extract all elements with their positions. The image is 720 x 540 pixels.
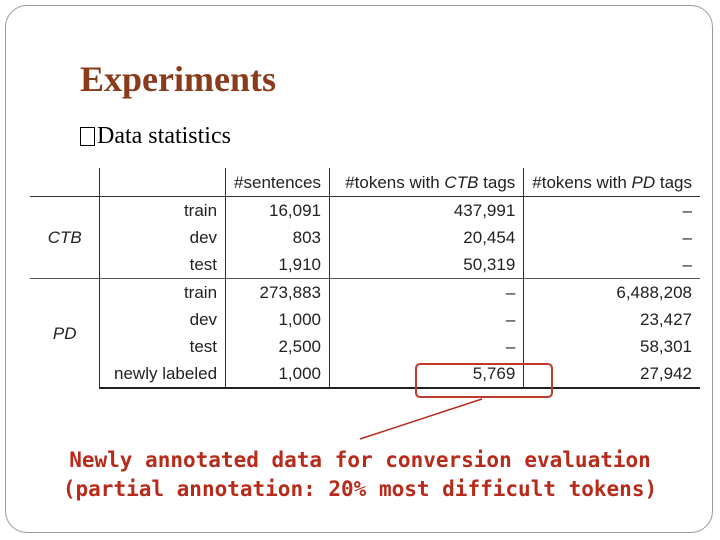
sentences-cell: 16,091 (225, 196, 330, 224)
pd-tokens-cell: 23,427 (523, 306, 700, 333)
slide-title: Experiments (80, 59, 276, 99)
ctb-tokens-cell: – (328, 306, 524, 333)
ctb-tokens-cell: 437,991 (328, 196, 524, 224)
ctb-tokens-cell: – (328, 278, 524, 306)
header-pd-suffix: tags (655, 172, 692, 192)
bullet-text: Data statistics (97, 123, 231, 149)
header-ctb-suffix: tags (478, 172, 516, 192)
bullet-box-icon (80, 126, 95, 146)
split-cell: dev (99, 306, 226, 333)
ctb-tokens-cell: – (328, 333, 524, 360)
pd-tokens-cell: – (523, 196, 700, 224)
sentences-cell: 803 (225, 224, 330, 251)
pd-tokens-cell: – (523, 224, 700, 251)
table-row: test 2,500 – 58,301 (30, 333, 700, 360)
table-row: CTB train 16,091 437,991 – (30, 196, 700, 279)
split-cell: test (99, 251, 226, 279)
sentences-cell: 1,000 (225, 360, 330, 389)
ctb-tokens-cell: 20,454 (328, 224, 524, 251)
sentences-cell: 273,883 (225, 278, 330, 306)
bullet-item: Data statistics (80, 122, 231, 151)
header-ctb-em: CTB (444, 172, 479, 192)
header-pd-tokens: #tokens with PD tags (523, 168, 700, 197)
split-cell: train (99, 278, 226, 306)
callout-annotation: Newly annotated data for conversion eval… (0, 446, 720, 504)
split-cell: dev (99, 224, 226, 251)
annotation-line-2: (partial annotation: 20% most difficult … (62, 477, 658, 501)
pd-tokens-cell: 6,488,208 (523, 278, 700, 306)
header-empty-group (30, 168, 100, 197)
header-ctb-tokens: #tokens with CTB tags (328, 168, 524, 197)
table-row: test 1,910 50,319 – (30, 251, 700, 279)
header-pd-prefix: #tokens with (532, 172, 632, 192)
header-sentences: #sentences (225, 168, 330, 197)
group-label-pd: PD (30, 278, 100, 388)
annotation-line-1: Newly annotated data for conversion eval… (69, 448, 651, 472)
split-cell: newly labeled (99, 360, 226, 389)
data-statistics-table: #sentences #tokens with CTB tags #tokens… (30, 168, 700, 389)
sentences-cell: 1,910 (225, 251, 330, 279)
slide-frame (5, 5, 713, 533)
ctb-tokens-cell: 50,319 (328, 251, 524, 279)
callout-line (359, 398, 483, 440)
header-ctb-prefix: #tokens with (345, 172, 445, 192)
group-label-ctb: CTB (30, 196, 100, 279)
sentences-cell: 2,500 (225, 333, 330, 360)
table-row: PD train 273,883 – 6,488,208 (30, 278, 700, 388)
sentences-cell: 1,000 (225, 306, 330, 333)
pd-tokens-cell: – (523, 251, 700, 279)
split-cell: test (99, 333, 226, 360)
header-empty-split (99, 168, 226, 197)
highlight-box (415, 363, 553, 398)
header-pd-em: PD (631, 172, 656, 192)
table-row: dev 803 20,454 – (30, 224, 700, 251)
pd-tokens-cell: 58,301 (523, 333, 700, 360)
table-header-row: #sentences #tokens with CTB tags #tokens… (30, 168, 700, 197)
split-cell: train (99, 196, 226, 224)
table-row: dev 1,000 – 23,427 (30, 306, 700, 333)
